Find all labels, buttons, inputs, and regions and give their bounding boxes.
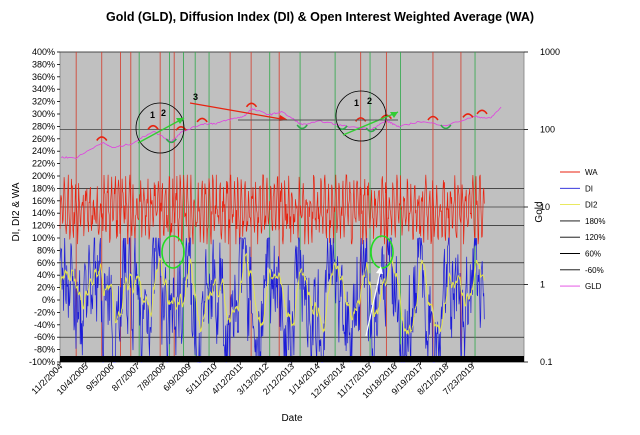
y-left-tick-label: 80% [37, 245, 55, 255]
legend-label: WA [585, 168, 598, 177]
red-arc-marker [462, 113, 474, 118]
y-left-tick-label: -60% [34, 332, 55, 342]
y-left-tick-label: 320% [32, 97, 55, 107]
y-left-tick-label: 240% [32, 146, 55, 156]
green-arrow-head [390, 112, 398, 118]
white-arrow-line [365, 267, 382, 337]
black-circle-annotation [335, 90, 387, 142]
black-circle-annotation [135, 102, 185, 154]
y-left-tick-label: 340% [32, 84, 55, 94]
y-left-tick-label: -20% [34, 307, 55, 317]
x-axis: 11/2/200410/4/20059/5/20068/7/20077/8/20… [30, 361, 477, 400]
y-axis-right: 1000 100 10 1 0.1 [524, 47, 560, 367]
y-left-tick-label: 300% [32, 109, 55, 119]
y-right-tick-label: 0.1 [540, 357, 553, 367]
annotations: 1 231 2 [96, 90, 488, 337]
y-left-tick-label: 180% [32, 183, 55, 193]
annotation-label: 3 [193, 92, 198, 102]
red-arc-marker [427, 115, 439, 121]
y-left-tick-label: 160% [32, 196, 55, 206]
annotation-label: 1 [354, 98, 359, 108]
red-arc-marker [196, 117, 208, 123]
legend: WA DI DI2 180% 120% 60% -60% GLD [560, 168, 605, 291]
series-lines [59, 106, 502, 363]
y-left-tick-label: -40% [34, 320, 55, 330]
green-arrow-line [342, 111, 399, 136]
green-arc-marker [336, 125, 348, 131]
legend-label: DI2 [585, 201, 598, 210]
y-left-tick-label: 220% [32, 159, 55, 169]
legend-label: DI [585, 184, 593, 193]
x-axis-title: Date [281, 413, 303, 424]
legend-label: -60% [585, 266, 604, 275]
series-line-di [59, 237, 485, 363]
y-left-tick-label: -80% [34, 345, 55, 355]
y-left-tick-label: 120% [32, 221, 55, 231]
y-left-tick-label: -100% [29, 357, 55, 367]
y-left-tick-label: 400% [32, 47, 55, 57]
green-arrow-head [176, 118, 184, 124]
annotation-label: 2 [367, 96, 372, 106]
y-axis-left-title: DI, DI2 & WA [11, 182, 22, 241]
y-left-tick-label: 360% [32, 72, 55, 82]
white-arrow-head [376, 266, 383, 274]
legend-label: GLD [585, 282, 602, 291]
legend-label: 120% [585, 233, 605, 242]
green-arc-marker [440, 124, 452, 130]
y-right-tick-label: 1000 [540, 47, 560, 57]
y-left-tick-label: 60% [37, 258, 55, 268]
green-arc-marker [296, 124, 308, 130]
green-arc-marker [365, 127, 377, 133]
y-left-tick-label: 0% [42, 295, 55, 305]
series-line-gld [60, 106, 502, 160]
series-line-di2 [59, 252, 485, 336]
y-left-tick-label: 200% [32, 171, 55, 181]
y-left-tick-label: 20% [37, 283, 55, 293]
annotation-label: 2 [161, 108, 166, 118]
green-oval-annotation [161, 235, 185, 269]
y-right-tick-label: 10 [540, 202, 550, 212]
green-arc-marker [165, 138, 177, 144]
y-left-tick-label: 380% [32, 59, 55, 69]
red-arc-marker [245, 102, 258, 108]
zero-band [60, 356, 524, 362]
red-arc-marker [147, 124, 159, 130]
annotation-label: 1 [150, 110, 155, 120]
y-axis-left: 400% 380% 360% 340% 320% 300% 280% 260% 240% 220%… [29, 47, 60, 367]
legend-label: 60% [585, 250, 601, 259]
y-right-tick-label: 1 [540, 280, 545, 290]
y-axis-right-title: Gold [534, 201, 545, 222]
red-arc-marker [175, 126, 187, 131]
y-right-tick-label: 100 [540, 125, 555, 135]
y-left-tick-label: 260% [32, 134, 55, 144]
red-arrow-line [189, 102, 288, 121]
y-left-tick-label: 280% [32, 121, 55, 131]
series-line-wa [59, 174, 485, 245]
red-arc-marker [96, 136, 108, 141]
y-left-tick-label: 100% [32, 233, 55, 243]
green-arrow-line [137, 117, 185, 144]
green-oval-annotation [370, 235, 394, 269]
legend-label: 180% [585, 217, 605, 226]
chart-title: Gold (GLD), Diffusion Index (DI) & Open … [106, 10, 534, 24]
red-arc-marker [476, 109, 488, 115]
y-left-tick-label: 140% [32, 208, 55, 218]
y-left-tick-label: 40% [37, 270, 55, 280]
